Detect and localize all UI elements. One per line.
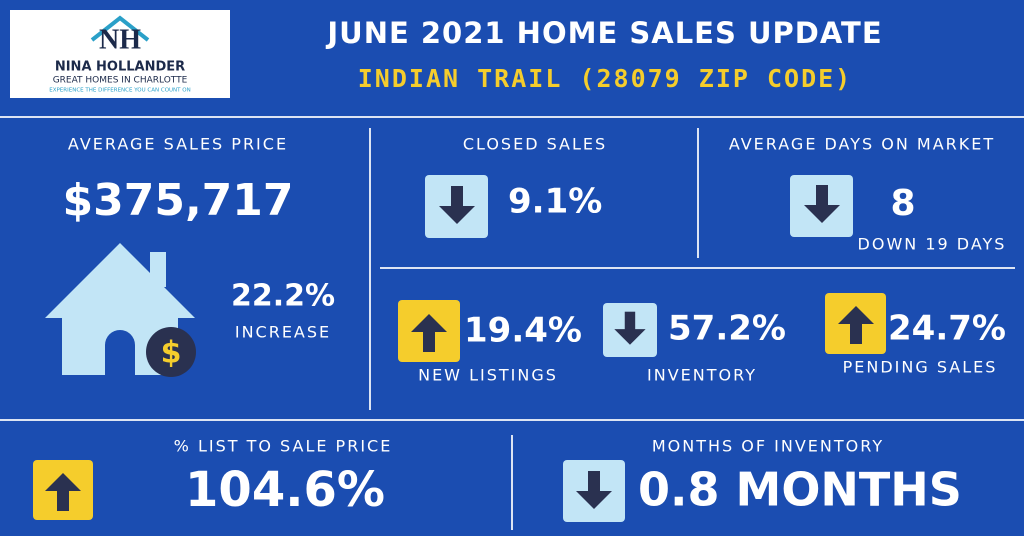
logo: NH NINA HOLLANDER GREAT HOMES IN CHARLOT… [10, 10, 230, 98]
logo-tagline: GREAT HOMES IN CHARLOTTE [53, 76, 188, 86]
stat-label: % LIST TO SALE PRICE [174, 437, 393, 456]
stat-change: 19.4% [464, 311, 582, 351]
icon-symbol: $ [161, 336, 182, 371]
stat-change: 9.1% [508, 182, 602, 222]
stat-value: $375,717 [62, 175, 293, 226]
stat-change-label: INCREASE [235, 323, 331, 342]
stat-value: 8 [890, 183, 915, 224]
stat-change: 57.2% [668, 309, 786, 349]
logo-roof [90, 15, 150, 42]
stat-label: AVERAGE SALES PRICE [68, 135, 288, 154]
stat-change: 22.2% [231, 279, 335, 314]
stat-label: AVERAGE DAYS ON MARKET [729, 135, 995, 154]
stat-label: CLOSED SALES [463, 135, 607, 154]
stat-label: PENDING SALES [843, 358, 998, 377]
house-icon: $ [45, 243, 196, 377]
logo-name: NINA HOLLANDER [55, 60, 185, 75]
title: JUNE 2021 HOME SALES UPDATE [325, 16, 882, 50]
stat-label: NEW LISTINGS [418, 366, 558, 385]
logo-monogram: NH [99, 24, 141, 55]
stat-label: MONTHS OF INVENTORY [652, 437, 884, 456]
stat-change-label: DOWN 19 DAYS [858, 235, 1007, 254]
stat-value: 0.8 MONTHS [638, 463, 962, 517]
logo-slogan: EXPERIENCE THE DIFFERENCE YOU CAN COUNT … [49, 88, 190, 94]
stat-label: INVENTORY [647, 366, 757, 385]
stat-change: 24.7% [888, 309, 1006, 349]
subtitle: INDIAN TRAIL (28079 ZIP CODE) [358, 64, 853, 93]
logo-box [10, 10, 230, 98]
stat-value: 104.6% [185, 462, 385, 518]
